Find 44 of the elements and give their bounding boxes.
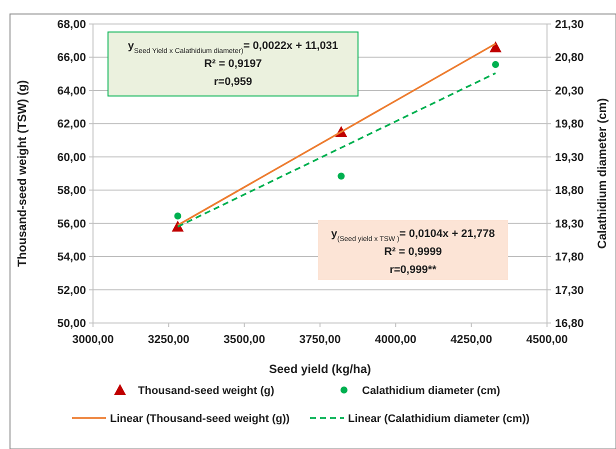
point	[490, 41, 502, 52]
y2-tick-label: 21,30	[555, 19, 584, 32]
annotation: y$_{(Seed yield x TSW )}$= 0,0104x + 21,778	[331, 228, 495, 242]
point	[338, 172, 345, 180]
point	[492, 61, 500, 68]
y-tick-label: 56,00	[57, 218, 86, 230]
y-tick-label: 50,00	[57, 318, 86, 330]
x-tick-label: 3250,00	[148, 334, 190, 346]
y-tick-label: 62,00	[57, 118, 86, 131]
x-tick-label: 4500,00	[526, 334, 568, 346]
y2-tick-label: 19,80	[555, 118, 584, 131]
x-tick-label: 3750,00	[299, 334, 341, 346]
y-tick-label: 64,00	[57, 85, 86, 98]
y2-axis-title: Calathidium diameter (cm)	[595, 98, 609, 249]
x-axis-title: Seed yield (kg/ha)	[268, 362, 372, 376]
x-tick-label: 4000,00	[374, 334, 416, 346]
legend-label: Linear (Calathidium diameter (cm))	[348, 412, 530, 425]
annotation: R² = 0,9197	[204, 58, 262, 70]
y2-tick-label: 20,30	[555, 85, 584, 98]
legend-label: Calathidium diameter (cm)	[362, 384, 500, 397]
y2-tick-label: 20,80	[555, 52, 584, 64]
y-tick-label: 66,00	[57, 52, 86, 64]
y-tick-label: 52,00	[57, 284, 86, 297]
y-tick-label: 58,00	[57, 185, 86, 198]
annotation: y$_{Seed Yield x Calathidium diameter)}$= 0,0022x + 11,031	[128, 40, 338, 54]
y2-tick-label: 18,80	[555, 185, 584, 198]
legend-label: Linear (Thousand-seed weight (g))	[110, 412, 290, 425]
y2-tick-label: 16,80	[555, 318, 584, 330]
y-tick-label: 68,00	[57, 19, 86, 32]
y2-tick-label: 17,30	[555, 284, 584, 297]
y-axis-title: Thousand-seed weight (TSW) (g)	[15, 80, 29, 267]
y2-tick-label: 19,30	[555, 152, 584, 164]
x-tick-label: 3500,00	[224, 334, 266, 346]
x-tick-label: 4250,00	[450, 334, 492, 346]
y-tick-label: 54,00	[57, 252, 86, 264]
annotation: r=0,999**	[390, 264, 438, 276]
annotation: R² = 0,9999	[384, 246, 442, 258]
point	[174, 212, 182, 220]
annotation: r=0,959	[214, 76, 252, 88]
x-tick-label: 3000,00	[72, 334, 114, 346]
y2-tick-label: 18,30	[555, 218, 584, 230]
legend-label: Thousand-seed weight (g)	[138, 384, 275, 397]
y-tick-label: 60,00	[57, 152, 86, 164]
y2-tick-label: 17,80	[555, 252, 584, 264]
